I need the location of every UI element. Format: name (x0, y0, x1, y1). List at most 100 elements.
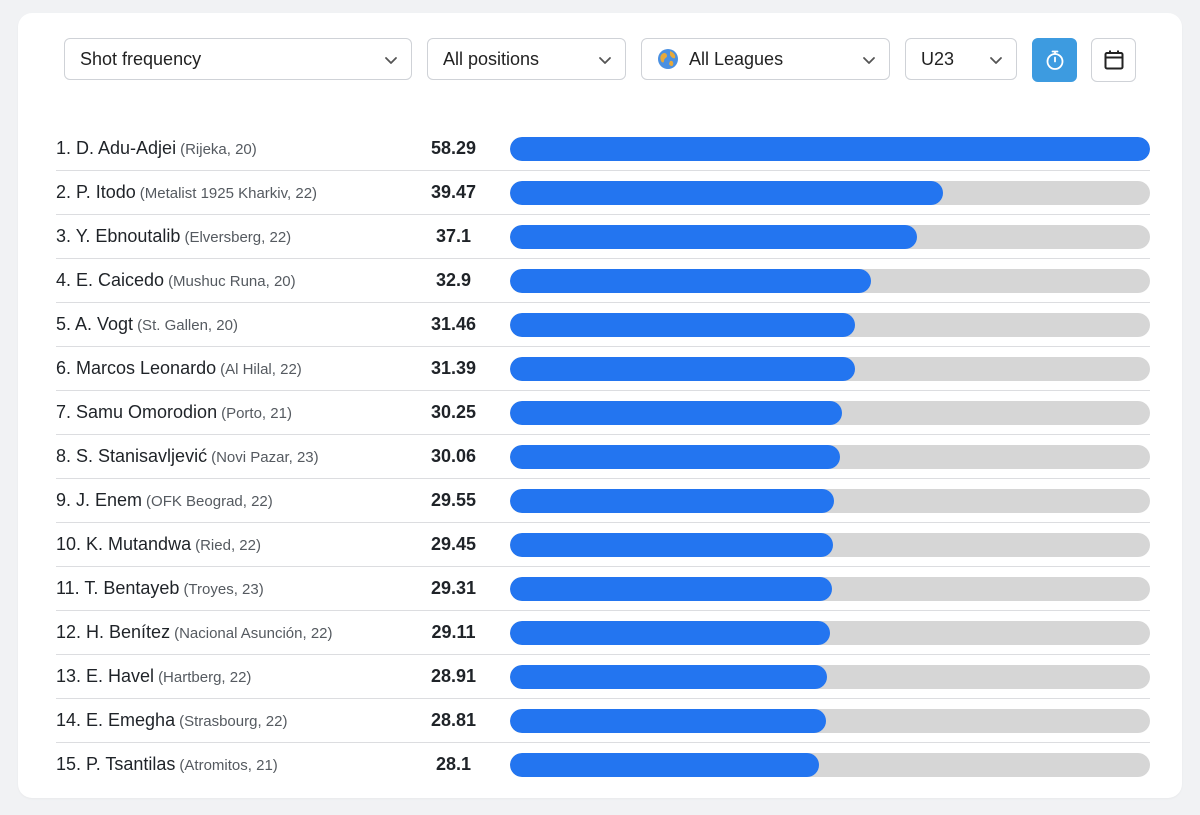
bar-fill (510, 709, 827, 733)
table-row[interactable]: 2. P. Itodo (Metalist 1925 Kharkiv, 22) 39… (56, 171, 1150, 215)
table-row[interactable]: 6. Marcos Leonardo (Al Hilal, 22) 31.39 (56, 347, 1150, 391)
bar-track (510, 709, 1150, 733)
player-name[interactable]: 4. E. Caicedo (Mushuc Runa, 20) (56, 259, 296, 302)
bar-fill (510, 313, 856, 337)
player-name[interactable]: 12. H. Benítez (Nacional Asunción, 22) (56, 611, 333, 654)
calendar-icon (1104, 50, 1123, 70)
bar-track (510, 181, 1150, 205)
metric-select[interactable]: Shot frequency (64, 38, 412, 80)
player-rank-name: 8. S. Stanisavljević (56, 446, 208, 466)
player-rank-name: 5. A. Vogt (56, 314, 134, 334)
table-row[interactable]: 11. T. Bentayeb (Troyes, 23) 29.31 (56, 567, 1150, 611)
metric-value-label: 37.1 (435, 226, 472, 246)
calendar-button[interactable] (1091, 38, 1136, 82)
bar-fill (510, 489, 835, 513)
player-rank-name: 10. K. Mutandwa (56, 534, 192, 554)
bar-fill (510, 357, 855, 381)
metric-value-label: 31.39 (430, 358, 477, 378)
bar-track (510, 401, 1150, 425)
metric-value-label: 29.45 (430, 534, 477, 554)
player-rank-name: 13. E. Havel (56, 666, 155, 686)
table-row[interactable]: 5. A. Vogt (St. Gallen, 20) 31.46 (56, 303, 1150, 347)
table-row[interactable]: 4. E. Caicedo (Mushuc Runa, 20) 32.9 (56, 259, 1150, 303)
player-name[interactable]: 11. T. Bentayeb (Troyes, 23) (56, 567, 264, 610)
bar-fill (510, 181, 944, 205)
player-rank-name: 4. E. Caicedo (56, 270, 165, 290)
table-row[interactable]: 13. E. Havel (Hartberg, 22) 28.91 (56, 655, 1150, 699)
table-row[interactable]: 8. S. Stanisavljević (Novi Pazar, 23) 30.0… (56, 435, 1150, 479)
table-row[interactable]: 14. E. Emegha (Strasbourg, 22) 28.81 (56, 699, 1150, 743)
player-name[interactable]: 15. P. Tsantilas (Atromitos, 21) (56, 743, 278, 786)
bar-fill (510, 621, 830, 645)
player-rank-name: 11. T. Bentayeb (56, 578, 180, 598)
player-club-age: (Ried, 22) (195, 537, 261, 554)
bar-track (510, 533, 1150, 557)
table-row[interactable]: 9. J. Enem (OFK Beograd, 22) 29.55 (56, 479, 1150, 523)
player-club-age: (Rijeka, 20) (180, 141, 257, 158)
metric-value-label: 29.55 (430, 490, 477, 510)
bar-track (510, 665, 1150, 689)
player-name[interactable]: 3. Y. Ebnoutalib (Elversberg, 22) (56, 215, 291, 258)
bar-track (510, 577, 1150, 601)
metric-value-label: 28.91 (430, 666, 477, 686)
table-row[interactable]: 15. P. Tsantilas (Atromitos, 21) 28.1 (56, 743, 1150, 787)
metric-value-label: 32.9 (435, 270, 472, 290)
metric-value-label: 30.06 (430, 446, 477, 466)
player-club-age: (Porto, 21) (221, 405, 292, 422)
metric-value-label: 58.29 (430, 138, 477, 158)
player-name[interactable]: 10. K. Mutandwa (Ried, 22) (56, 523, 261, 566)
player-name[interactable]: 13. E. Havel (Hartberg, 22) (56, 655, 251, 698)
bar-track (510, 225, 1150, 249)
bar-fill (510, 137, 1150, 161)
chevron-down-icon (599, 57, 611, 64)
bar-track (510, 753, 1150, 777)
table-row[interactable]: 10. K. Mutandwa (Ried, 22) 29.45 (56, 523, 1150, 567)
leaderboard-card: Shot frequency All positions All Leagues… (18, 13, 1182, 798)
metric-value-label: 29.11 (431, 622, 476, 642)
league-select-value: All Leagues (689, 48, 784, 69)
player-club-age: (Al Hilal, 22) (220, 361, 302, 378)
player-rank-name: 9. J. Enem (56, 490, 143, 510)
bar-fill (510, 577, 832, 601)
player-rank-name: 3. Y. Ebnoutalib (56, 226, 181, 246)
per-90-toggle-button[interactable] (1032, 38, 1077, 82)
bar-fill (510, 269, 872, 293)
player-rank-name: 14. E. Emegha (56, 710, 176, 730)
age-group-select-value: U23 (921, 48, 955, 69)
player-name[interactable]: 14. E. Emegha (Strasbourg, 22) (56, 699, 287, 742)
player-name[interactable]: 8. S. Stanisavljević (Novi Pazar, 23) (56, 435, 319, 478)
player-club-age: (Nacional Asunción, 22) (174, 625, 333, 642)
position-select[interactable]: All positions (427, 38, 626, 80)
bar-fill (510, 401, 843, 425)
metric-value-label: 28.1 (435, 754, 472, 774)
table-row[interactable]: 7. Samu Omorodion (Porto, 21) 30.25 (56, 391, 1150, 435)
league-select[interactable]: All Leagues (641, 38, 890, 80)
bar-fill (510, 665, 828, 689)
metric-value-label: 28.81 (430, 710, 477, 730)
ranking-list: 1. D. Adu-Adjei (Rijeka, 20) 58.29 2. P. It… (56, 127, 1150, 787)
bar-track (510, 137, 1150, 161)
player-club-age: (Troyes, 23) (183, 581, 264, 598)
player-name[interactable]: 5. A. Vogt (St. Gallen, 20) (56, 303, 238, 346)
table-row[interactable]: 1. D. Adu-Adjei (Rijeka, 20) 58.29 (56, 127, 1150, 171)
player-name[interactable]: 2. P. Itodo (Metalist 1925 Kharkiv, 22) (56, 171, 317, 214)
player-name[interactable]: 1. D. Adu-Adjei (Rijeka, 20) (56, 127, 257, 170)
player-name[interactable]: 7. Samu Omorodion (Porto, 21) (56, 391, 292, 434)
bar-fill (510, 533, 834, 557)
metric-value-label: 39.47 (430, 182, 477, 202)
player-name[interactable]: 6. Marcos Leonardo (Al Hilal, 22) (56, 347, 302, 390)
player-club-age: (Mushuc Runa, 20) (168, 273, 296, 290)
bar-track (510, 269, 1150, 293)
metric-value-label: 31.46 (430, 314, 477, 334)
player-name[interactable]: 9. J. Enem (OFK Beograd, 22) (56, 479, 273, 522)
table-row[interactable]: 3. Y. Ebnoutalib (Elversberg, 22) 37.1 (56, 215, 1150, 259)
player-rank-name: 1. D. Adu-Adjei (56, 138, 177, 158)
player-rank-name: 12. H. Benítez (56, 622, 171, 642)
chevron-down-icon (385, 57, 397, 64)
player-club-age: (Hartberg, 22) (158, 669, 252, 686)
chevron-down-icon (863, 57, 875, 64)
chevron-down-icon (990, 57, 1002, 64)
age-group-select[interactable]: U23 (905, 38, 1017, 80)
player-rank-name: 2. P. Itodo (56, 182, 136, 202)
table-row[interactable]: 12. H. Benítez (Nacional Asunción, 22) 29.… (56, 611, 1150, 655)
